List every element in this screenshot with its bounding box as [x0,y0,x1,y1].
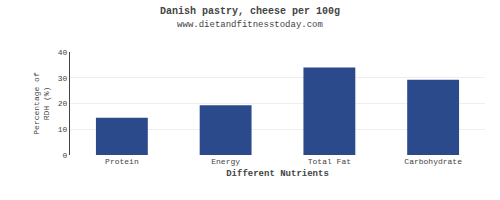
svg-text:0: 0 [63,151,68,160]
svg-text:Percentage ofRDH (%): Percentage ofRDH (%) [32,72,51,135]
svg-text:10: 10 [58,125,68,134]
svg-text:40: 40 [58,48,68,57]
svg-text:Danish pastry, cheese per 100g: Danish pastry, cheese per 100gwww.dietan… [160,6,340,30]
svg-text:Protein: Protein [105,157,139,166]
svg-text:Total Fat: Total Fat [308,157,351,166]
svg-text:Carbohydrate: Carbohydrate [404,157,462,166]
svg-text:20: 20 [58,99,68,108]
svg-text:Different Nutrients: Different Nutrients [226,169,329,179]
svg-text:30: 30 [58,74,68,83]
svg-text:Energy: Energy [211,157,240,166]
